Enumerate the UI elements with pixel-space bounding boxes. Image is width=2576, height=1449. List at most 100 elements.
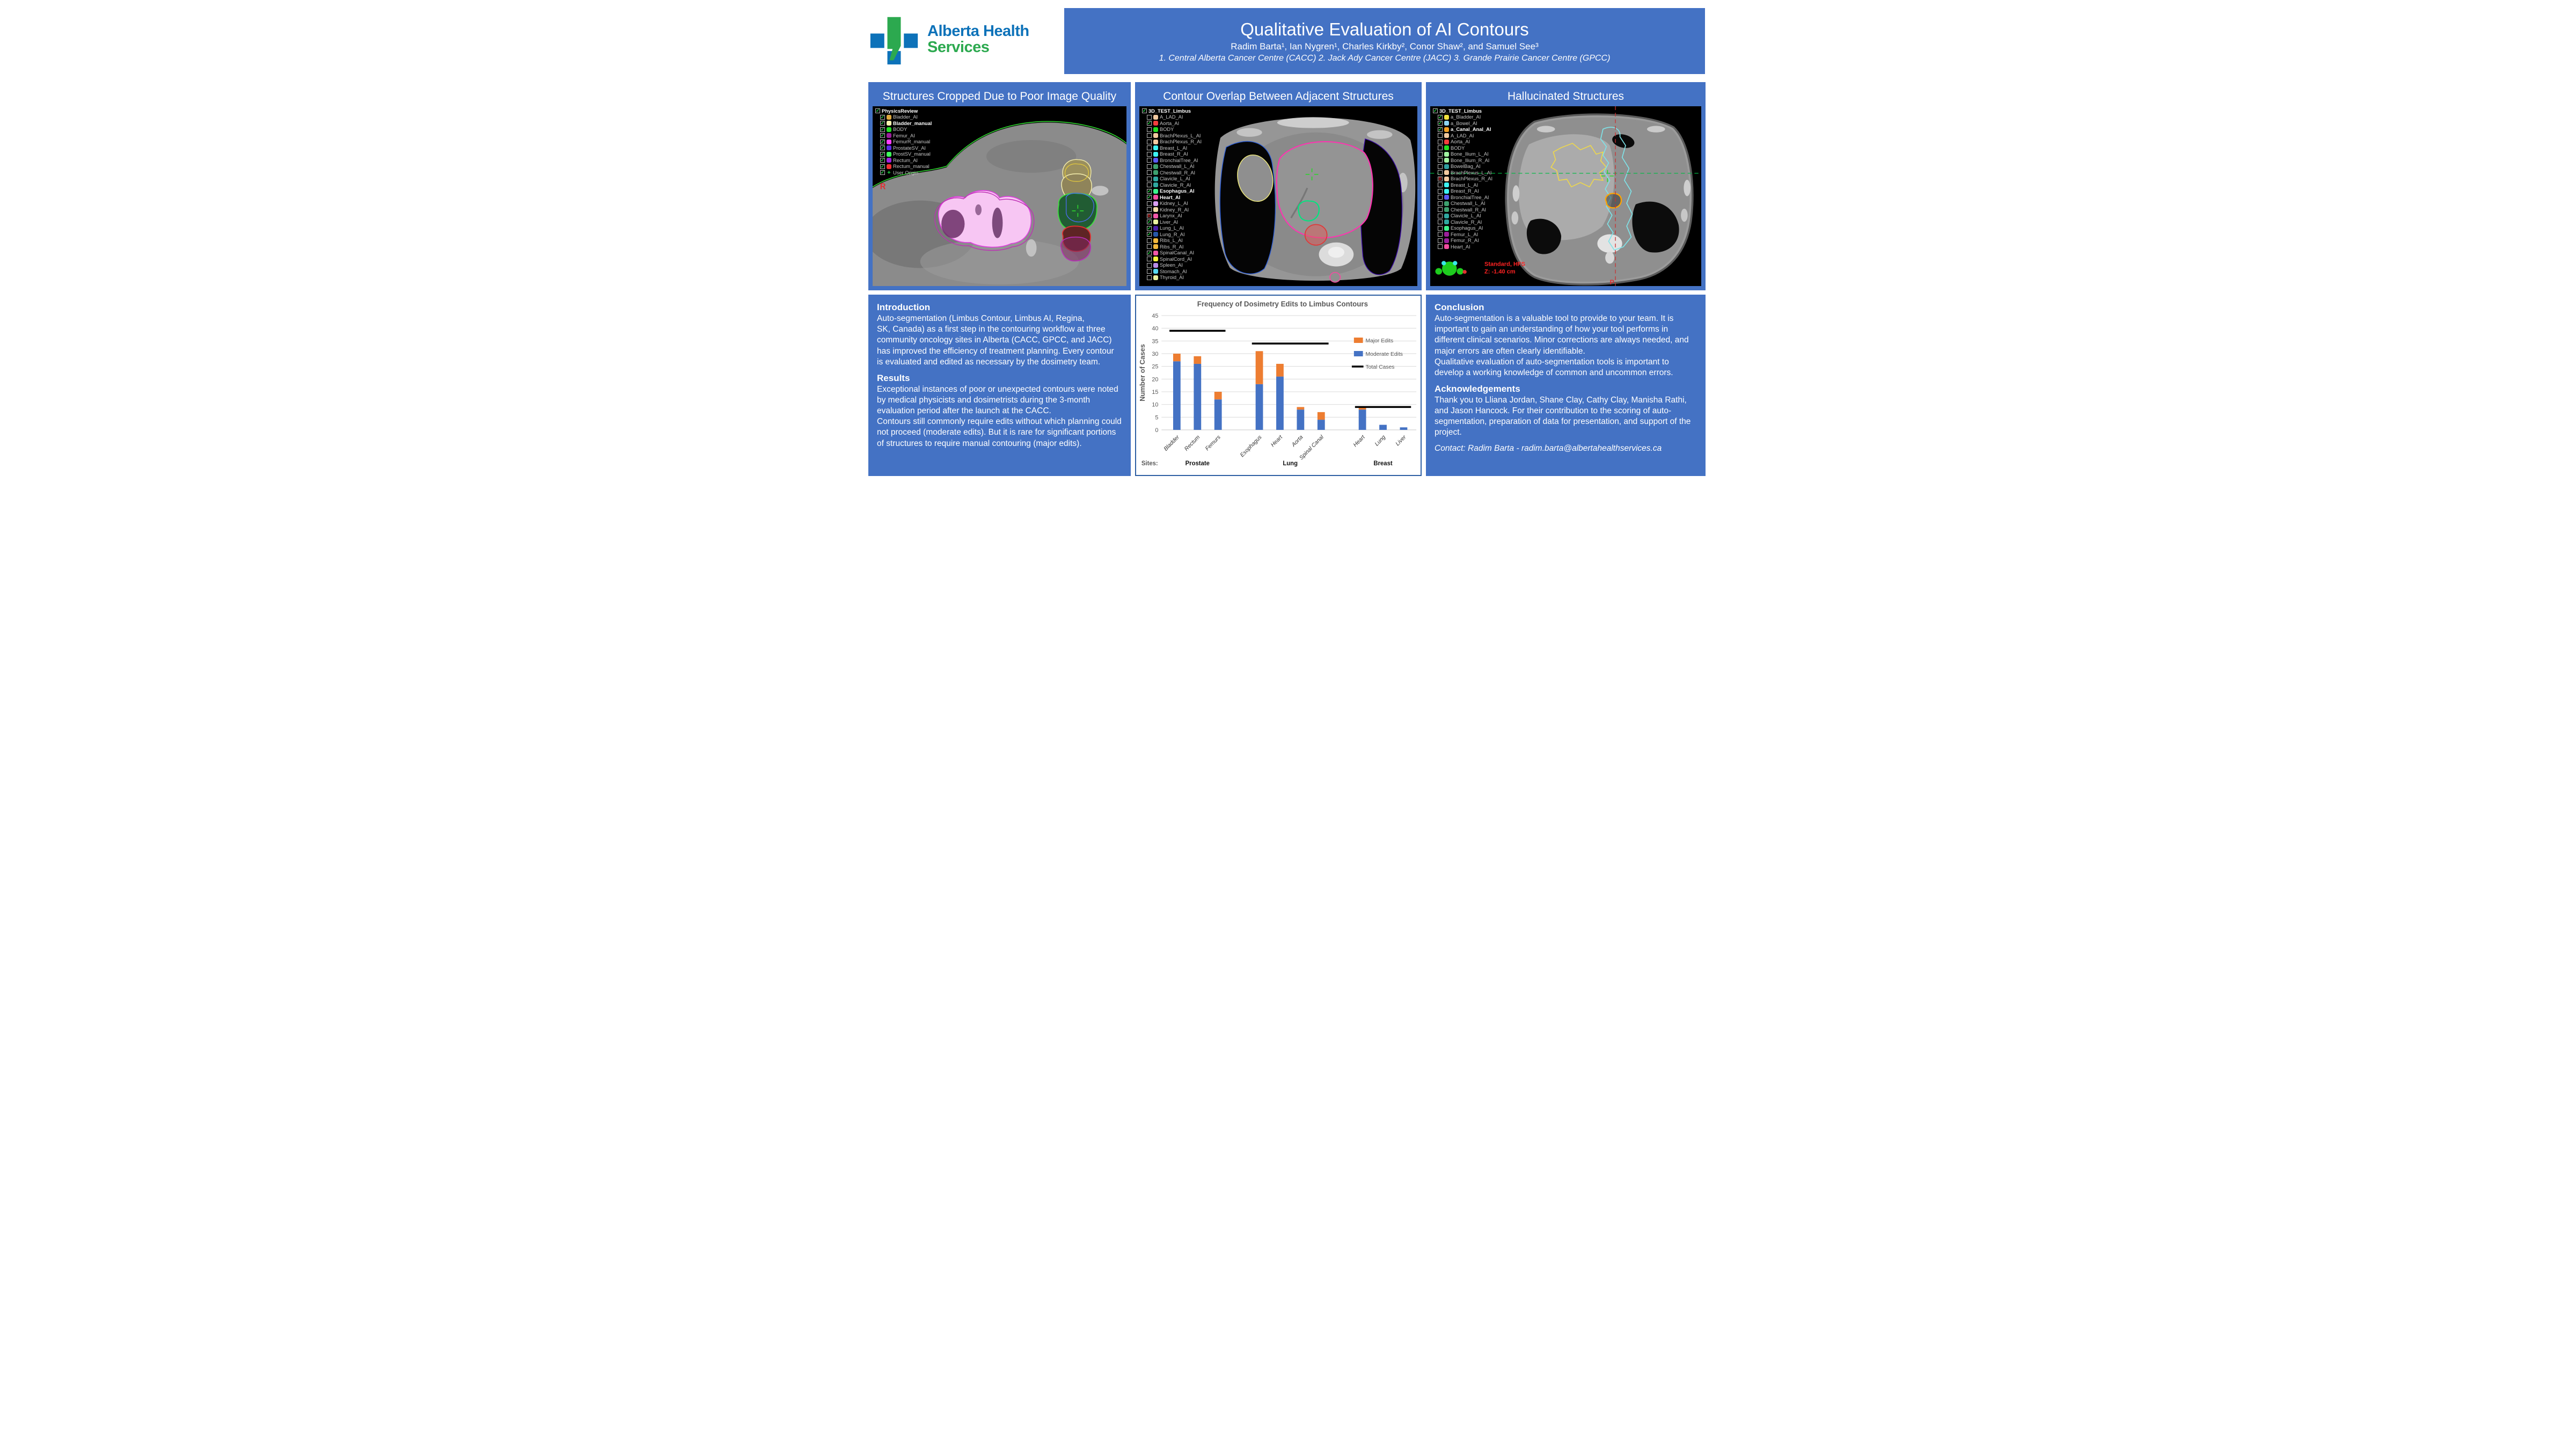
structure-row[interactable]: ✓ a_Bladder_AI [1438, 114, 1492, 121]
checkbox-icon[interactable]: ✓ [880, 114, 885, 120]
checkbox-icon[interactable] [1438, 145, 1443, 151]
checkbox-icon[interactable] [1438, 133, 1443, 138]
checkbox-icon[interactable]: ✓ [1433, 108, 1438, 114]
structure-row[interactable]: BowelBag_AI [1438, 164, 1492, 170]
structure-row[interactable]: Kidney_R_AI [1147, 207, 1202, 213]
structure-row[interactable]: ✓ Esophagus_AI [1147, 188, 1202, 195]
checkbox-icon[interactable]: ✓ [1147, 120, 1152, 126]
checkbox-icon[interactable] [1147, 275, 1152, 280]
structure-row[interactable]: ✓ Lung_R_AI [1147, 231, 1202, 238]
checkbox-icon[interactable]: ✓ [880, 138, 885, 144]
checkbox-icon[interactable] [1147, 176, 1152, 181]
structure-row[interactable]: R BrachPlexus_R_AI [1438, 176, 1492, 182]
checkbox-icon[interactable]: ✓ [880, 133, 885, 138]
checkbox-icon[interactable] [1147, 201, 1152, 206]
structure-row[interactable]: Breast_L_AI [1438, 182, 1492, 188]
checkbox-icon[interactable] [1438, 151, 1443, 157]
checkbox-icon[interactable] [1438, 225, 1443, 231]
checkbox-icon[interactable]: ✓ [880, 163, 885, 169]
checkbox-icon[interactable]: ✓ [880, 170, 885, 175]
structure-row[interactable]: BrachPlexus_L_AI [1438, 170, 1492, 176]
checkbox-icon[interactable] [1147, 262, 1152, 268]
structure-row[interactable]: Clavicle_R_AI [1147, 182, 1202, 188]
checkbox-icon[interactable] [1438, 188, 1443, 194]
checkbox-icon[interactable]: ✓ [880, 145, 885, 151]
checkbox-icon[interactable] [1147, 164, 1152, 169]
structure-row[interactable]: ✓ FemurR_manual [880, 139, 932, 145]
structure-tree-root[interactable]: ✓ PhysicsReview [875, 108, 932, 114]
checkbox-icon[interactable]: ✓ [1147, 231, 1152, 237]
checkbox-icon[interactable] [1147, 139, 1152, 144]
checkbox-icon[interactable] [1147, 238, 1152, 243]
checkbox-icon[interactable] [1438, 170, 1443, 175]
checkbox-icon[interactable]: ✓ [880, 126, 885, 132]
checkbox-icon[interactable]: ✓ [1438, 126, 1443, 132]
structure-row[interactable]: Bone_Ilium_L_AI [1438, 151, 1492, 158]
checkbox-icon[interactable]: ✓ [1147, 250, 1152, 255]
structure-row[interactable]: ✓ a_Canal_Anal_AI [1438, 127, 1492, 133]
structure-tree-root[interactable]: ✓ 3D_TEST_Limbus [1142, 108, 1202, 114]
checkbox-icon[interactable] [1147, 207, 1152, 213]
checkbox-icon[interactable] [1147, 158, 1152, 163]
checkbox-icon[interactable]: ✓ [1438, 114, 1443, 120]
structure-row[interactable]: ✓ BODY [880, 127, 932, 133]
structure-row[interactable]: ✓ Lung_L_AI [1147, 225, 1202, 232]
structure-row[interactable]: BrachPlexus_L_AI [1147, 133, 1202, 139]
structure-row[interactable]: Esophagus_AI [1438, 225, 1492, 232]
checkbox-icon[interactable]: R [1438, 176, 1443, 181]
structure-row[interactable]: ✓ SpinalCanal_AI [1147, 250, 1202, 257]
structure-row[interactable]: ✓ Rectum_AI [880, 157, 932, 164]
structure-row[interactable]: ✓ + User Origin [880, 170, 932, 176]
checkbox-icon[interactable] [1147, 244, 1152, 250]
structure-tree-root[interactable]: ✓ 3D_TEST_Limbus [1433, 108, 1492, 114]
checkbox-icon[interactable] [1438, 232, 1443, 237]
ct-view-pelvis[interactable]: R ✓ PhysicsReview ✓ Bladder_AI ✓ Bladder_manu… [873, 106, 1126, 286]
checkbox-icon[interactable] [1147, 114, 1152, 120]
structure-row[interactable]: A_LAD_AI [1147, 114, 1202, 121]
structure-row[interactable]: BODY [1147, 127, 1202, 133]
structure-row[interactable]: ✓ Heart_AI [1147, 194, 1202, 201]
structure-row[interactable]: ✓ Aorta_AI [1147, 120, 1202, 127]
checkbox-icon[interactable] [1438, 158, 1443, 163]
checkbox-icon[interactable] [1147, 145, 1152, 151]
structure-row[interactable]: BODY [1438, 145, 1492, 151]
structure-row[interactable]: Chestwall_L_AI [1438, 201, 1492, 207]
checkbox-icon[interactable]: ✓ [1147, 225, 1152, 231]
structure-row[interactable]: Kidney_L_AI [1147, 201, 1202, 207]
structure-row[interactable]: Breast_R_AI [1438, 188, 1492, 195]
structure-row[interactable]: Breast_R_AI [1147, 151, 1202, 158]
checkbox-icon[interactable] [1438, 213, 1443, 218]
checkbox-icon[interactable]: ✓ [1147, 194, 1152, 200]
structure-row[interactable]: Ribs_L_AI [1147, 238, 1202, 244]
structure-row[interactable]: Femur_L_AI [1438, 231, 1492, 238]
structure-row[interactable]: Thyroid_AI [1147, 275, 1202, 281]
structure-row[interactable]: BronchialTree_AI [1147, 157, 1202, 164]
checkbox-icon[interactable]: ✓ [1142, 108, 1147, 114]
structure-row[interactable]: Chestwall_R_AI [1147, 170, 1202, 176]
checkbox-icon[interactable] [1438, 164, 1443, 169]
structure-row[interactable]: Clavicle_R_AI [1438, 219, 1492, 225]
structure-row[interactable]: Aorta_AI [1438, 139, 1492, 145]
structure-row[interactable]: Clavicle_L_AI [1147, 176, 1202, 182]
checkbox-icon[interactable]: ✓ [1147, 188, 1152, 194]
checkbox-icon[interactable] [1147, 170, 1152, 175]
structure-row[interactable]: Chestwall_R_AI [1438, 207, 1492, 213]
structure-row[interactable]: ✓ ProstateSV_AI [880, 145, 932, 151]
checkbox-icon[interactable] [1438, 139, 1443, 144]
structure-row[interactable]: ✓ Bladder_AI [880, 114, 932, 121]
structure-row[interactable]: Breast_L_AI [1147, 145, 1202, 151]
structure-row[interactable]: Heart_AI [1438, 244, 1492, 250]
checkbox-icon[interactable]: ✓ [880, 120, 885, 126]
structure-row[interactable]: Ribs_R_AI [1147, 244, 1202, 250]
structure-row[interactable]: Spleen_AI [1147, 262, 1202, 269]
checkbox-icon[interactable]: ✓ [1147, 219, 1152, 225]
structure-row[interactable]: Clavicle_L_AI [1438, 213, 1492, 219]
checkbox-icon[interactable] [1438, 207, 1443, 213]
checkbox-icon[interactable] [1438, 219, 1443, 225]
checkbox-icon[interactable] [1438, 238, 1443, 243]
checkbox-icon[interactable] [1147, 133, 1152, 138]
checkbox-icon[interactable]: R [1147, 213, 1152, 218]
structure-row[interactable]: Femur_R_AI [1438, 238, 1492, 244]
checkbox-icon[interactable]: ✓ [875, 108, 880, 114]
structure-row[interactable]: BrachPlexus_R_AI [1147, 139, 1202, 145]
